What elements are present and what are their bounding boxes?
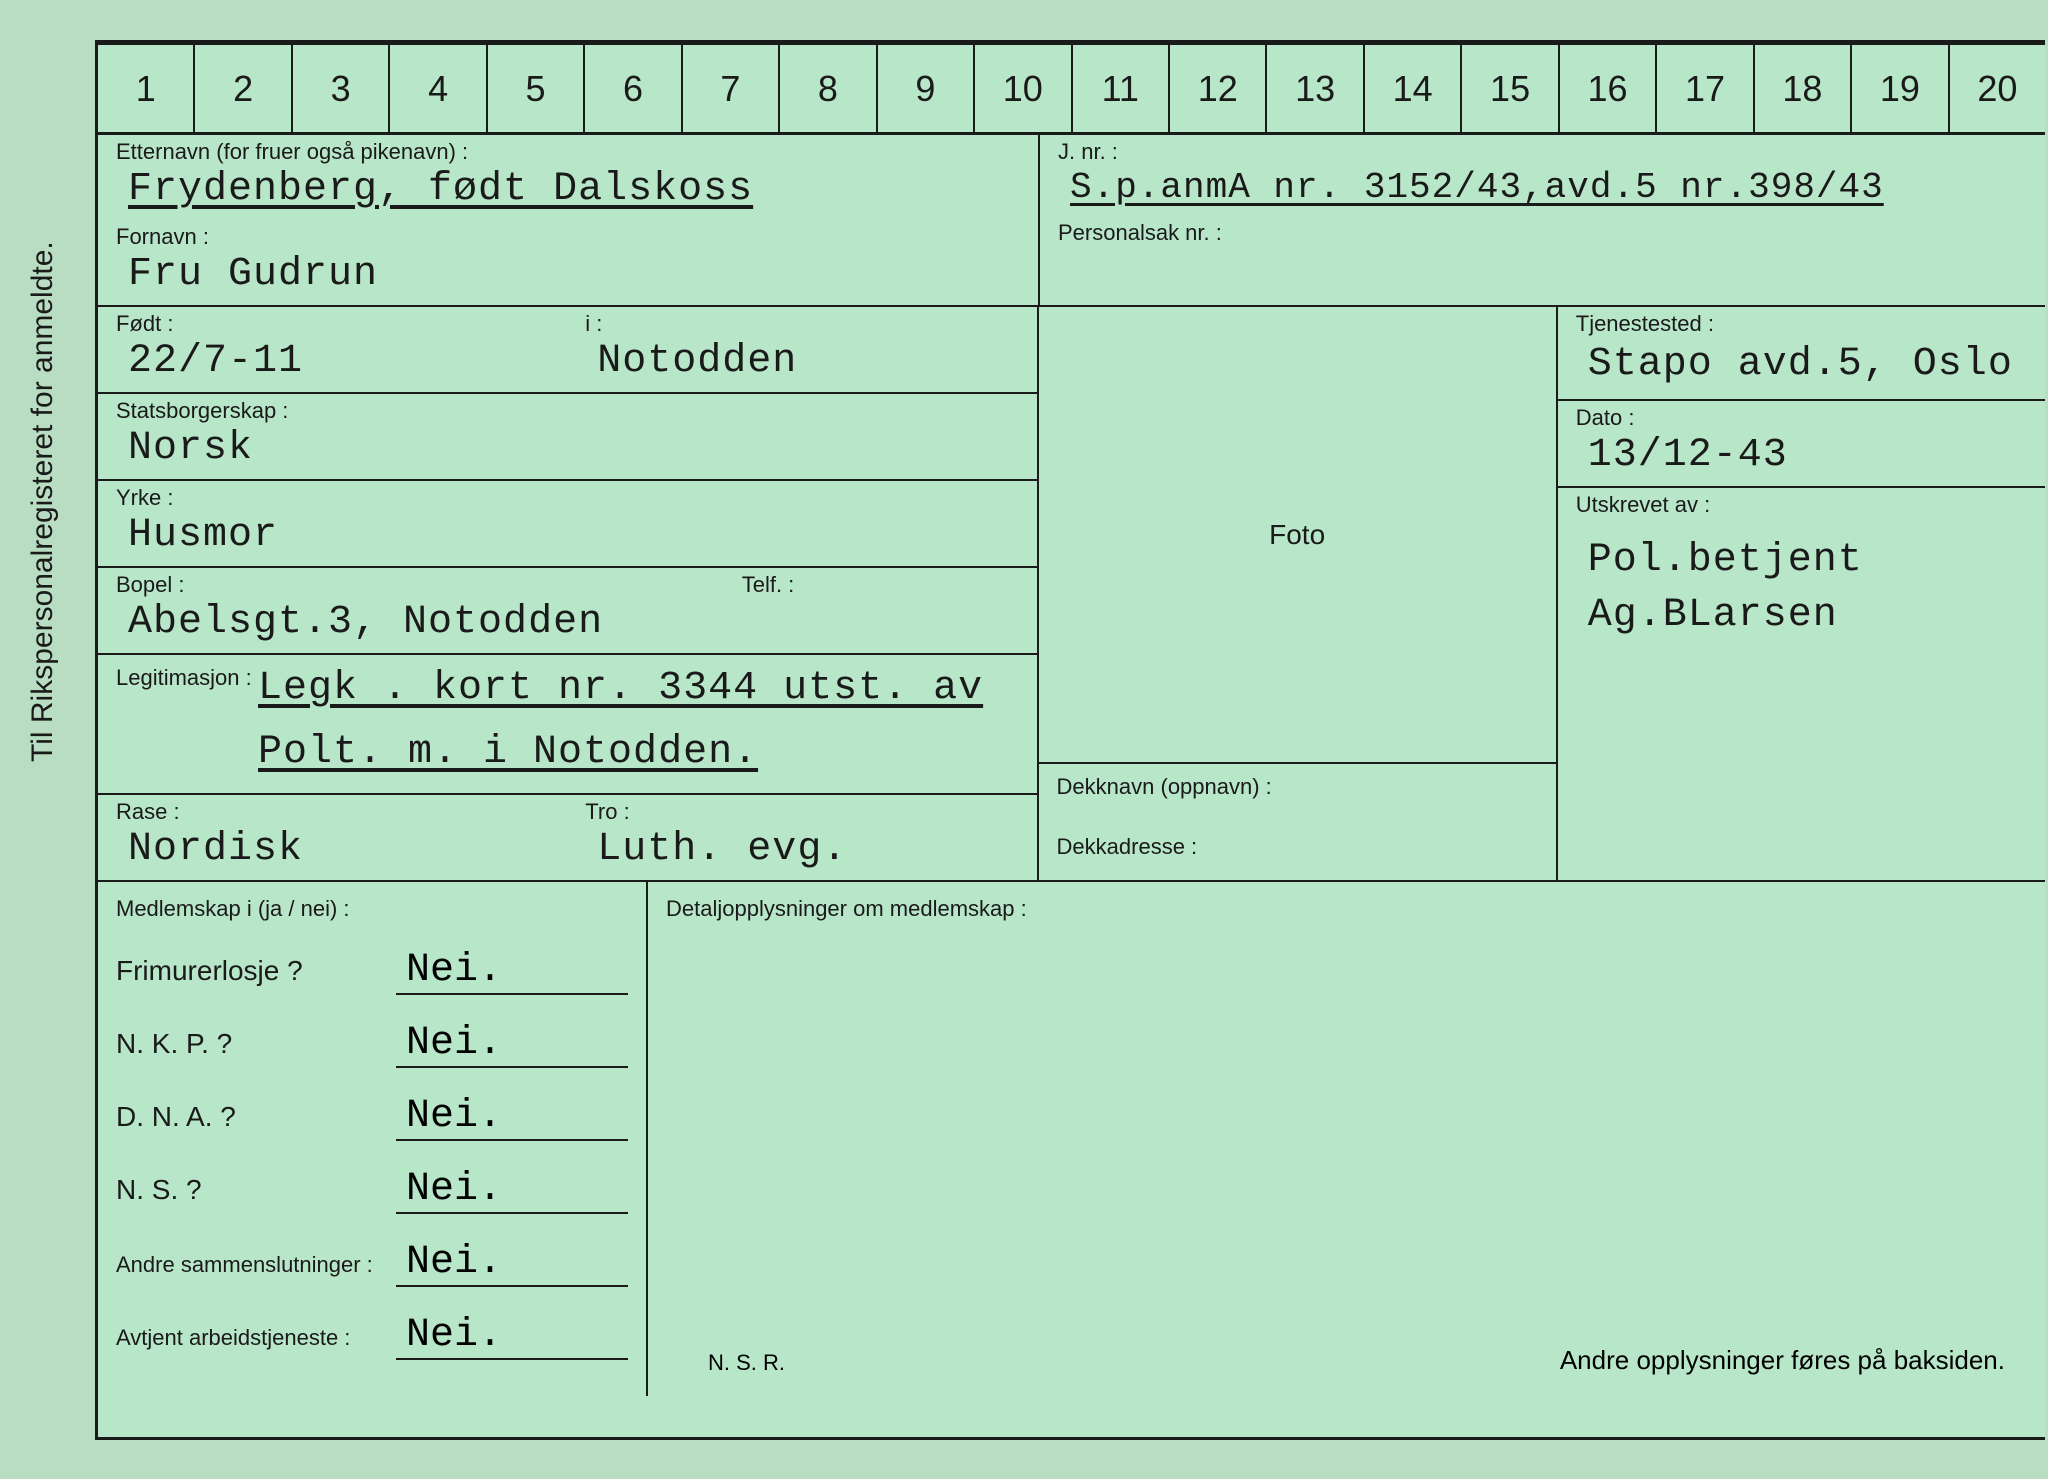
- nkp-label: N. K. P. ?: [116, 1028, 396, 1060]
- utskrevet-value1: Pol.betjent: [1558, 518, 2045, 591]
- fornavn-value: Fru Gudrun: [98, 250, 1038, 305]
- rase-value: Nordisk: [98, 825, 567, 880]
- ruler-cell: 16: [1560, 45, 1657, 132]
- andre-value: Nei.: [396, 1240, 628, 1287]
- tjenestested-value: Stapo avd.5, Oslo: [1558, 337, 2045, 399]
- right-column: Tjenestested : Stapo avd.5, Oslo Dato : …: [1556, 307, 2045, 882]
- tro-label: Tro :: [567, 795, 1036, 825]
- personalsak-value: [1040, 246, 2045, 256]
- detalj-label: Detaljopplysninger om medlemskap :: [666, 892, 2027, 922]
- telf-label: Telf. :: [724, 568, 1037, 598]
- rase-label: Rase :: [98, 795, 567, 825]
- i-label: i :: [567, 307, 1036, 337]
- ruler-cell: 3: [293, 45, 390, 132]
- ruler-cell: 11: [1073, 45, 1170, 132]
- dato-value: 13/12-43: [1558, 431, 2045, 486]
- utskrevet-label: Utskrevet av :: [1558, 488, 2045, 518]
- ruler-cell: 4: [390, 45, 487, 132]
- tjenestested-label: Tjenestested :: [1558, 307, 2045, 337]
- ruler-cell: 15: [1462, 45, 1559, 132]
- ruler-cell: 20: [1950, 45, 2045, 132]
- membership-left: Medlemskap i (ja / nei) : Frimurerlosje …: [98, 882, 648, 1396]
- ruler-cell: 10: [975, 45, 1072, 132]
- arbeid-label: Avtjent arbeidstjeneste :: [116, 1325, 396, 1351]
- yrke-label: Yrke :: [98, 481, 1037, 511]
- ruler-cell: 1: [98, 45, 195, 132]
- left-column: Født : 22/7-11 i : Notodden Statsborgers…: [98, 307, 1037, 882]
- ruler-cell: 14: [1365, 45, 1462, 132]
- telf-value: [724, 598, 1037, 608]
- baksiden-note: Andre opplysninger føres på baksiden.: [1560, 1345, 2005, 1376]
- etternavn-label: Etternavn (for fruer også pikenavn) :: [98, 135, 1038, 165]
- ns-value: Nei.: [396, 1167, 628, 1214]
- fodt-value: 22/7-11: [98, 337, 567, 392]
- leg-label: Legitimasjon :: [98, 655, 252, 691]
- yrke-value: Husmor: [98, 511, 1037, 566]
- foto-box: Foto: [1039, 307, 1556, 764]
- frimurer-value: Nei.: [396, 948, 628, 995]
- ruler-cell: 18: [1755, 45, 1852, 132]
- ruler-cell: 13: [1267, 45, 1364, 132]
- jnr-label: J. nr. :: [1040, 135, 2045, 165]
- stats-value: Norsk: [98, 424, 1037, 479]
- utskrevet-value2: Ag.BLarsen: [1558, 591, 2045, 646]
- ns-label: N. S. ?: [116, 1174, 396, 1206]
- membership-right: Detaljopplysninger om medlemskap : N. S.…: [648, 882, 2045, 1396]
- tro-value: Luth. evg.: [567, 825, 1036, 880]
- jnr-value: S.p.anmA nr. 3152/43,avd.5 nr.398/43: [1040, 165, 2045, 216]
- ruler-cell: 8: [780, 45, 877, 132]
- membership-section: Medlemskap i (ja / nei) : Frimurerlosje …: [98, 882, 2045, 1396]
- ruler-row: 1 2 3 4 5 6 7 8 9 10 11 12 13 14 15 16 1…: [98, 45, 2045, 135]
- personalsak-label: Personalsak nr. :: [1040, 216, 2045, 246]
- dekknavn-label: Dekknavn (oppnavn) :: [1039, 770, 1556, 830]
- ruler-cell: 5: [488, 45, 585, 132]
- ruler-cell: 17: [1657, 45, 1754, 132]
- andre-label: Andre sammenslutninger :: [116, 1252, 396, 1278]
- nkp-value: Nei.: [396, 1021, 628, 1068]
- dato-label: Dato :: [1558, 401, 2045, 431]
- registry-card: Til Rikspersonalregisteret for anmeldte.…: [95, 40, 2045, 1440]
- name-jnr-row: Etternavn (for fruer også pikenavn) : Fr…: [98, 135, 2045, 307]
- medlemskap-label: Medlemskap i (ja / nei) :: [116, 892, 628, 922]
- fodt-label: Født :: [98, 307, 567, 337]
- ruler-cell: 7: [683, 45, 780, 132]
- fornavn-label: Fornavn :: [98, 220, 1038, 250]
- ruler-cell: 9: [878, 45, 975, 132]
- dekkadresse-label: Dekkadresse :: [1039, 830, 1556, 860]
- ruler-cell: 6: [585, 45, 682, 132]
- i-value: Notodden: [567, 337, 1036, 392]
- ruler-cell: 19: [1852, 45, 1949, 132]
- middle-column: Foto Dekknavn (oppnavn) : Dekkadresse :: [1037, 307, 1556, 882]
- bopel-label: Bopel :: [98, 568, 724, 598]
- vertical-title: Til Rikspersonalregisteret for anmeldte.: [26, 241, 60, 762]
- dna-label: D. N. A. ?: [116, 1101, 396, 1133]
- frimurer-label: Frimurerlosje ?: [116, 955, 396, 987]
- ruler-cell: 12: [1170, 45, 1267, 132]
- nsr-label: N. S. R.: [708, 1350, 785, 1376]
- stats-label: Statsborgerskap :: [98, 394, 1037, 424]
- arbeid-value: Nei.: [396, 1313, 628, 1360]
- bopel-value: Abelsgt.3, Notodden: [98, 598, 724, 653]
- ruler-cell: 2: [195, 45, 292, 132]
- etternavn-value: Frydenberg, født Dalskoss: [98, 165, 1038, 220]
- dna-value: Nei.: [396, 1094, 628, 1141]
